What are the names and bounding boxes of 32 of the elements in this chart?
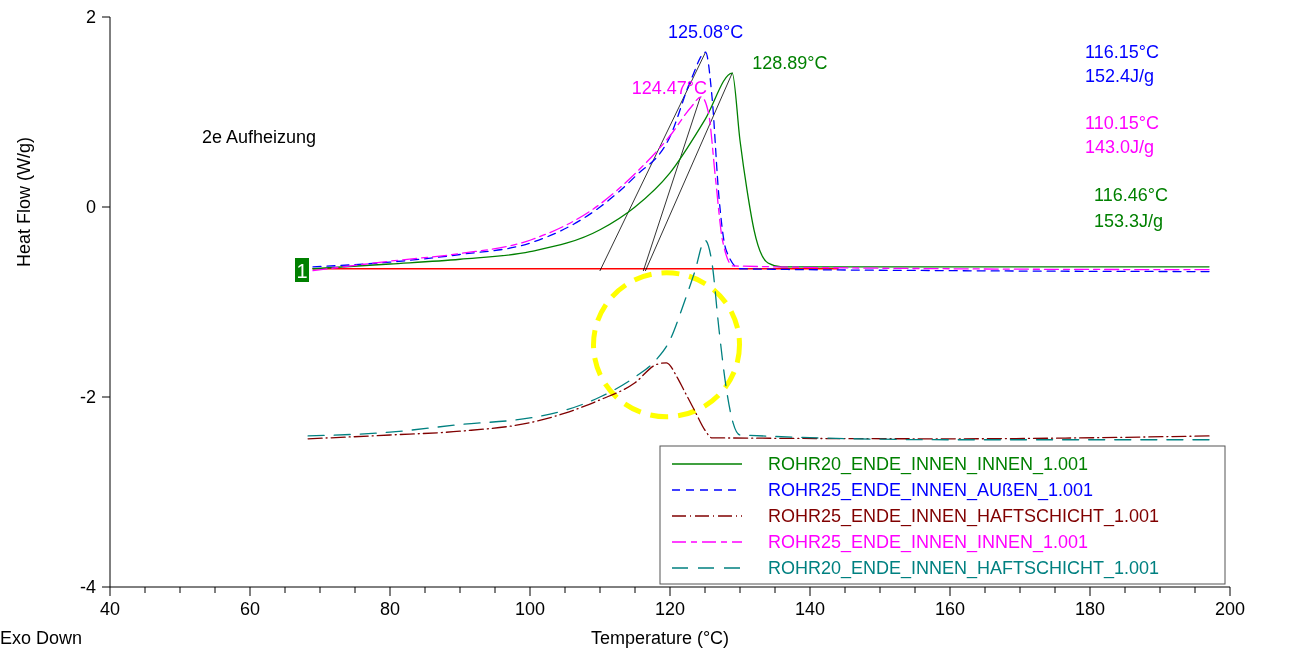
- x-tick-label: 120: [654, 599, 686, 619]
- annotation: 2e Aufheizung: [202, 127, 317, 147]
- annotation: 143.0J/g: [1085, 137, 1155, 157]
- legend-label: ROHR25_ENDE_INNEN_AUßEN_1.001: [768, 480, 1094, 501]
- y-tick-label: -4: [79, 577, 96, 597]
- x-tick-label: 200: [1214, 599, 1246, 619]
- y-tick-label: -2: [79, 387, 96, 407]
- legend-label: ROHR25_ENDE_INNEN_INNEN_1.001: [768, 532, 1089, 553]
- annotation: 110.15°C: [1085, 113, 1159, 133]
- legend-label: ROHR25_ENDE_INNEN_HAFTSCHICHT_1.001: [768, 506, 1160, 527]
- x-axis-title: Temperature (°C): [590, 628, 730, 648]
- annotation: 1: [296, 260, 308, 282]
- annotation: 124.47°C: [631, 77, 707, 98]
- x-tick-label: 140: [794, 599, 826, 619]
- y-axis-title: Heat Flow (W/g): [14, 136, 34, 268]
- annotation: 116.15°C: [1085, 42, 1159, 62]
- x-tick-label: 180: [1074, 599, 1106, 619]
- annotation: 152.4J/g: [1085, 66, 1155, 86]
- x-tick-label: 100: [514, 599, 546, 619]
- annotation: 153.3J/g: [1094, 211, 1164, 231]
- y-tick-label: 0: [85, 197, 96, 217]
- legend-label: ROHR20_ENDE_INNEN_HAFTSCHICHT_1.001: [768, 558, 1160, 579]
- annotation: 116.46°C: [1094, 185, 1168, 205]
- y-tick-label: 2: [85, 7, 96, 27]
- legend-label: ROHR20_ENDE_INNEN_INNEN_1.001: [768, 454, 1089, 475]
- x-tick-label: 60: [239, 599, 261, 619]
- x-tick-label: 160: [934, 599, 966, 619]
- annotation: 128.89°C: [752, 53, 828, 74]
- x-tick-label: 40: [99, 599, 121, 619]
- x-tick-label: 80: [379, 599, 401, 619]
- annotation: 125.08°C: [667, 22, 744, 43]
- text: Exo Down: [0, 628, 83, 648]
